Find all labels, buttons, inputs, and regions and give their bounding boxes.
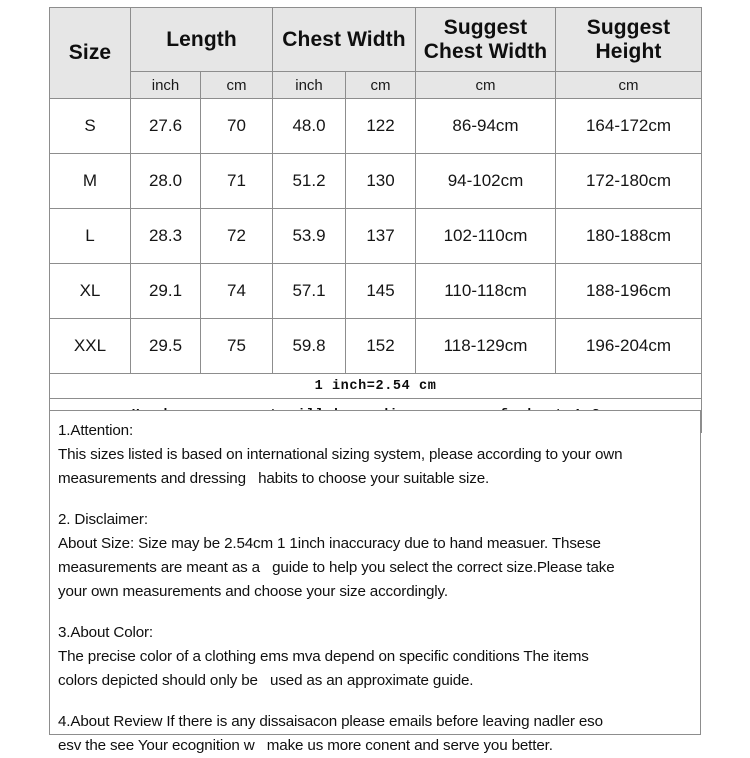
cell-suggest-chest: 102-110cm: [415, 208, 556, 264]
cell-suggest-height: 172-180cm: [555, 153, 702, 209]
cell-suggest-height: 188-196cm: [555, 263, 702, 319]
note-attention: 1.Attention: This sizes listed is based …: [58, 419, 694, 491]
cell-size: XXL: [49, 318, 131, 374]
note-disclaimer-line-3: your own measurements and choose your si…: [58, 583, 448, 600]
table-row: M 28.0 71 51.2 130 94-102cm 172-180cm: [49, 153, 702, 209]
note-disclaimer-line-1: About Size: Size may be 2.54cm 1 1inch i…: [58, 535, 601, 552]
table-body: S 27.6 70 48.0 122 86-94cm 164-172cm M 2…: [49, 98, 702, 433]
column-header-size: Size: [49, 7, 131, 99]
table-row: XL 29.1 74 57.1 145 110-118cm 188-196cm: [49, 263, 702, 319]
cell-length-cm: 71: [200, 153, 273, 209]
cell-length-inch: 28.0: [130, 153, 201, 209]
note-about-color: 3.About Color: The precise color of a cl…: [58, 621, 694, 693]
cell-size: M: [49, 153, 131, 209]
cell-chest-cm: 145: [345, 263, 416, 319]
cell-length-inch: 29.5: [130, 318, 201, 374]
cell-length-inch: 27.6: [130, 98, 201, 154]
cell-size: L: [49, 208, 131, 264]
unit-suggest-chest-cm: cm: [415, 71, 556, 99]
table-row: S 27.6 70 48.0 122 86-94cm 164-172cm: [49, 98, 702, 154]
cell-chest-cm: 122: [345, 98, 416, 154]
conversion-note-row: 1 inch=2.54 cm: [49, 373, 702, 399]
unit-chest-cm: cm: [345, 71, 416, 99]
cell-suggest-chest: 86-94cm: [415, 98, 556, 154]
cell-suggest-chest: 94-102cm: [415, 153, 556, 209]
note-disclaimer: 2. Disclaimer: About Size: Size may be 2…: [58, 508, 694, 604]
note-disclaimer-line-2: measurements are meant as a guide to hel…: [58, 559, 615, 576]
cell-length-cm: 75: [200, 318, 273, 374]
cell-suggest-chest: 110-118cm: [415, 263, 556, 319]
cell-chest-cm: 137: [345, 208, 416, 264]
cell-suggest-height: 180-188cm: [555, 208, 702, 264]
cell-suggest-height: 164-172cm: [555, 98, 702, 154]
notes-panel: 1.Attention: This sizes listed is based …: [49, 410, 701, 754]
note-attention-line-2: measurements and dressing habits to choo…: [58, 470, 490, 487]
header-unit-row: inch cm inch cm cm cm: [50, 71, 702, 99]
column-header-length: Length: [130, 7, 273, 72]
conversion-note: 1 inch=2.54 cm: [49, 373, 702, 399]
table-row: XXL 29.5 75 59.8 152 118-129cm 196-204cm: [49, 318, 702, 374]
cell-chest-inch: 57.1: [272, 263, 346, 319]
size-chart-table-container: Size Length Chest Width Suggest Chest Wi…: [49, 7, 702, 433]
cell-chest-cm: 152: [345, 318, 416, 374]
column-header-chest-width: Chest Width: [272, 7, 416, 72]
header-group-row: Size Length Chest Width Suggest Chest Wi…: [49, 7, 702, 99]
cell-suggest-height: 196-204cm: [555, 318, 702, 374]
unit-suggest-height-cm: cm: [555, 71, 702, 99]
unit-length-inch: inch: [130, 71, 201, 99]
cell-length-cm: 74: [200, 263, 273, 319]
cell-chest-inch: 53.9: [272, 208, 346, 264]
cell-chest-inch: 48.0: [272, 98, 346, 154]
unit-chest-inch: inch: [272, 71, 346, 99]
cell-size: XL: [49, 263, 131, 319]
cell-length-inch: 28.3: [130, 208, 201, 264]
column-header-suggest-height: Suggest Height: [555, 7, 702, 72]
note-about-review-line-1: 4.About Review If there is any dissaisac…: [58, 713, 603, 730]
note-about-review: 4.About Review If there is any dissaisac…: [58, 710, 694, 758]
note-attention-heading: 1.Attention:: [58, 422, 134, 439]
cell-length-inch: 29.1: [130, 263, 201, 319]
note-about-color-heading: 3.About Color:: [58, 624, 153, 641]
cell-chest-inch: 51.2: [272, 153, 346, 209]
cell-length-cm: 72: [200, 208, 273, 264]
note-about-review-line-2: esv the see Your ecognition w make us mo…: [58, 737, 553, 754]
cell-size: S: [49, 98, 131, 154]
cell-length-cm: 70: [200, 98, 273, 154]
unit-length-cm: cm: [200, 71, 273, 99]
cell-chest-inch: 59.8: [272, 318, 346, 374]
note-about-color-line-1: The precise color of a clothing ems mva …: [58, 648, 589, 665]
size-chart-table: Size Length Chest Width Suggest Chest Wi…: [49, 7, 702, 433]
column-header-suggest-chest-width: Suggest Chest Width: [415, 7, 556, 72]
note-about-color-line-2: colors depicted should only be used as a…: [58, 672, 474, 689]
note-attention-line-1: This sizes listed is based on internatio…: [58, 446, 623, 463]
cell-chest-cm: 130: [345, 153, 416, 209]
cell-suggest-chest: 118-129cm: [415, 318, 556, 374]
table-row: L 28.3 72 53.9 137 102-110cm 180-188cm: [49, 208, 702, 264]
note-disclaimer-heading: 2. Disclaimer:: [58, 511, 148, 528]
table-head: Size Length Chest Width Suggest Chest Wi…: [49, 7, 702, 99]
